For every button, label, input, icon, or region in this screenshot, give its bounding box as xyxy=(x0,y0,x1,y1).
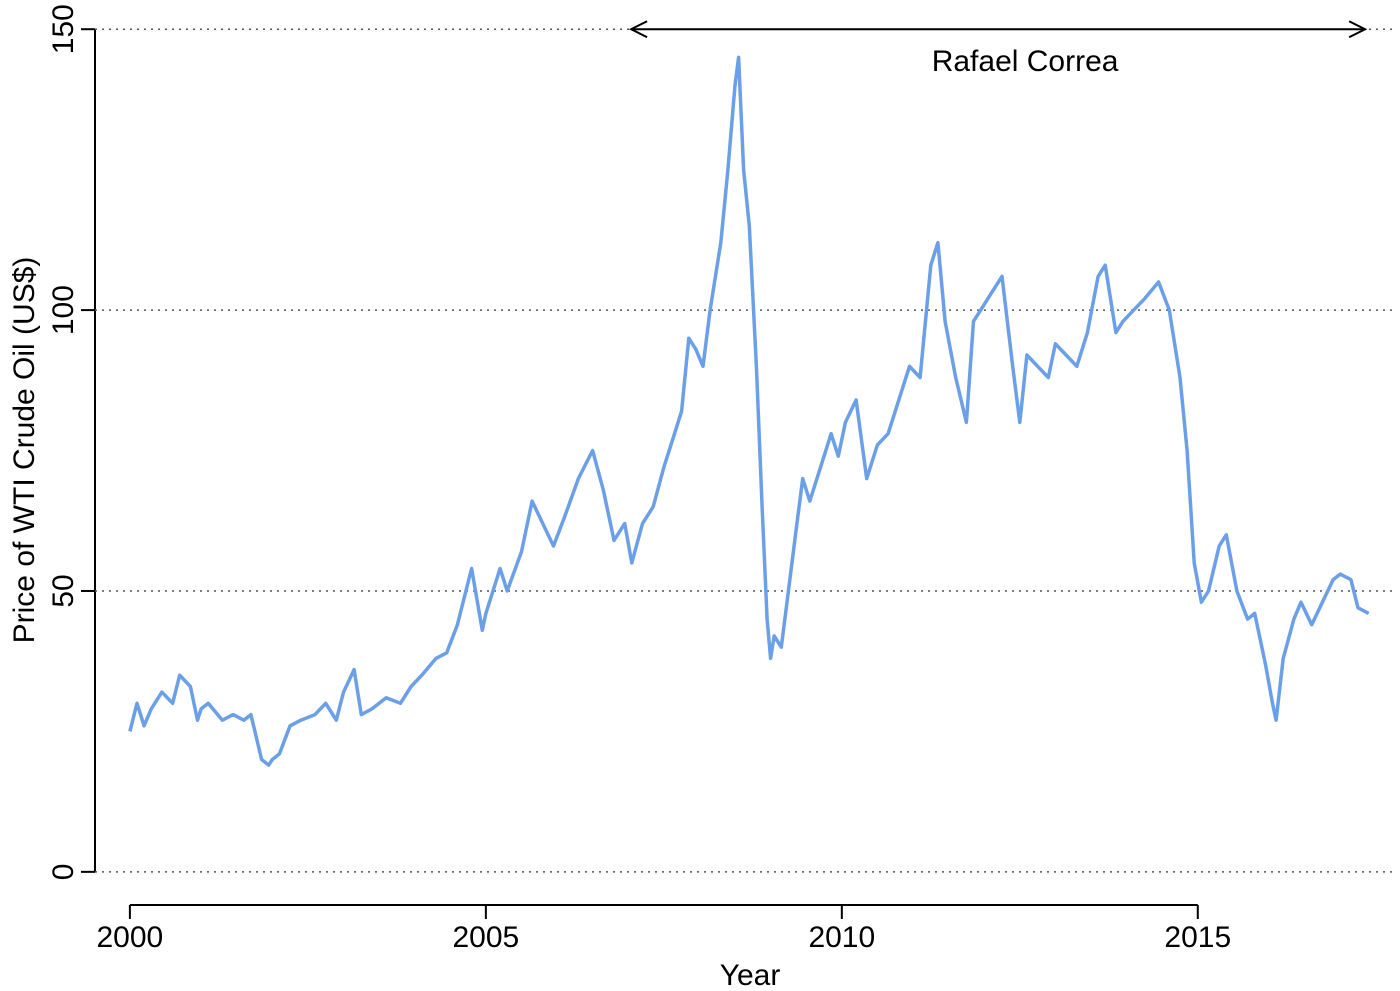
x-axis-label: Year xyxy=(720,959,781,991)
x-tick-label: 2000 xyxy=(97,921,164,954)
y-tick-label: 50 xyxy=(47,574,80,607)
x-tick-label: 2015 xyxy=(1164,921,1231,954)
y-tick-label: 0 xyxy=(47,864,80,881)
x-tick-label: 2005 xyxy=(452,921,519,954)
price-line xyxy=(128,55,1370,767)
y-axis-label: Price of WTI Crude Oil (US$) xyxy=(8,257,41,644)
annotation-label: Rafael Correa xyxy=(932,45,1119,78)
arrow-head xyxy=(1348,20,1368,39)
y-tick-label: 100 xyxy=(47,285,80,335)
arrow-head xyxy=(628,20,648,39)
y-tick-label: 150 xyxy=(47,4,80,54)
x-tick-label: 2010 xyxy=(808,921,875,954)
